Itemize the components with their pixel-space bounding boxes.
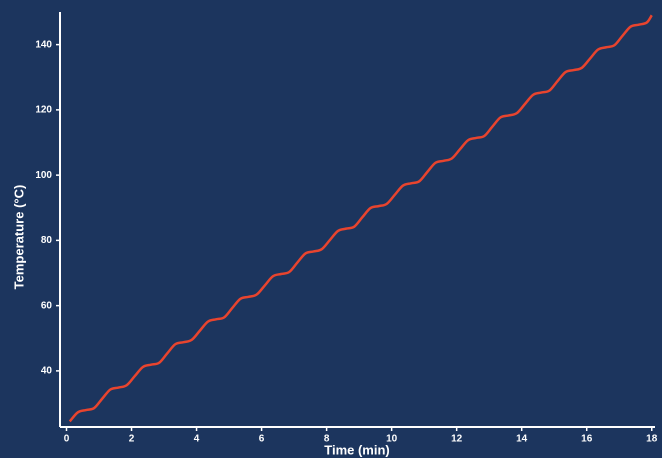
y-tick-label: 100 — [35, 170, 52, 181]
data-line — [68, 14, 653, 423]
x-tick-label: 12 — [451, 434, 463, 445]
y-tick-label: 60 — [41, 300, 53, 311]
y-axis-title: Temperature (°C) — [11, 185, 26, 290]
x-axis-title: Time (min) — [324, 442, 390, 457]
x-tick-label: 2 — [129, 434, 135, 445]
x-tick-label: 10 — [386, 434, 398, 445]
x-tick-label: 6 — [259, 434, 265, 445]
y-tick-label: 40 — [41, 366, 53, 377]
x-tick-label: 8 — [324, 434, 330, 445]
x-tick-label: 4 — [194, 434, 200, 445]
y-tick-label: 80 — [41, 235, 53, 246]
x-tick-label: 16 — [581, 434, 593, 445]
x-tick-label: 0 — [64, 434, 70, 445]
y-tick-label: 120 — [35, 105, 52, 116]
y-tick-label: 140 — [35, 39, 52, 50]
x-tick-label: 18 — [646, 434, 658, 445]
x-tick-label: 14 — [516, 434, 528, 445]
